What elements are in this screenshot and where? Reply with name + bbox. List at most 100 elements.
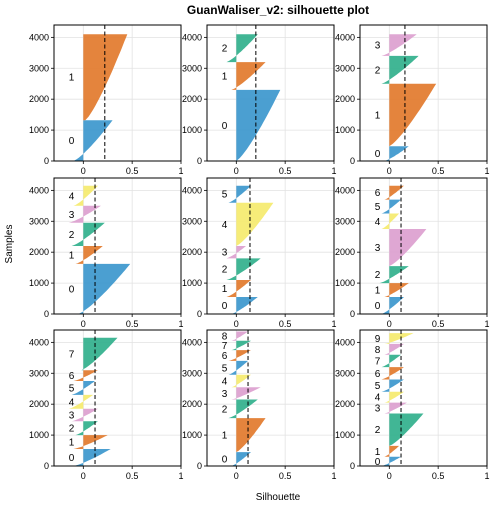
cluster-6-band [228, 350, 251, 361]
cluster-3-label: 3 [375, 243, 381, 254]
cluster-1-band [236, 418, 266, 453]
cluster-0-band [73, 449, 111, 466]
cluster-4-label: 4 [222, 220, 228, 231]
cluster-5-label: 5 [222, 190, 228, 201]
y-axis-label: Samples [4, 225, 15, 264]
cluster-0-label: 0 [69, 453, 75, 464]
cluster-3-label: 3 [375, 41, 381, 52]
cluster-1-label: 1 [375, 110, 381, 121]
cluster-0-band [381, 297, 404, 314]
y-tick-label: 3000 [182, 63, 202, 73]
y-tick-label: 3000 [182, 216, 202, 226]
cluster-0-band [236, 89, 281, 161]
cluster-3-label: 3 [69, 210, 75, 221]
x-tick-label: 1 [178, 166, 183, 176]
y-tick-label: 4000 [182, 185, 202, 195]
cluster-8-band [231, 331, 248, 341]
cluster-0-label: 0 [222, 455, 228, 466]
cluster-3-band [226, 246, 247, 259]
y-tick-label: 0 [350, 309, 355, 319]
axes-frame [206, 329, 335, 467]
cluster-1-band [384, 445, 400, 457]
cluster-0-label: 0 [375, 301, 381, 312]
cluster-6-band [384, 185, 404, 200]
x-tick-label: 0.5 [432, 166, 445, 176]
axes-frame [53, 24, 182, 162]
y-tick-label: 2000 [29, 399, 49, 409]
subplot-3: 0 1 2 3 0 0.5 1 0 1000 2000 3000 4000 [335, 24, 490, 176]
cluster-4-label: 4 [222, 377, 228, 388]
cluster-7-band [231, 340, 251, 351]
subplot-1: 0 1 0 0.5 1 0 1000 2000 3000 4000 [29, 24, 184, 176]
y-tick-label: 4000 [335, 185, 355, 195]
x-tick-label: 0.5 [126, 319, 139, 329]
cluster-2-band [75, 421, 98, 436]
cluster-0-label: 0 [69, 284, 75, 295]
cluster-1-band [231, 62, 266, 90]
cluster-0-band [231, 297, 258, 314]
x-tick-label: 0 [387, 319, 392, 329]
x-tick-label: 1 [331, 471, 336, 481]
cluster-3-band [389, 229, 427, 267]
cluster-1-label: 1 [69, 438, 75, 449]
y-tick-label: 4000 [29, 185, 49, 195]
cluster-8-band [384, 343, 404, 355]
y-tick-label: 3000 [29, 63, 49, 73]
x-tick-label: 1 [484, 319, 489, 329]
y-tick-label: 2000 [182, 94, 202, 104]
cluster-4-band [384, 391, 404, 403]
x-tick-label: 0.5 [126, 471, 139, 481]
cluster-0-label: 0 [375, 457, 381, 468]
cluster-3-label: 3 [69, 411, 75, 422]
cluster-7-label: 7 [69, 349, 75, 360]
y-tick-label: 0 [197, 461, 202, 471]
subplot-6: 0 1 2 3 4 5 6 0 0.5 1 0 1000 2000 3000 4000 [335, 177, 490, 329]
cluster-4-label: 4 [69, 191, 75, 202]
y-tick-label: 0 [197, 309, 202, 319]
x-tick-label: 1 [484, 471, 489, 481]
x-tick-label: 0 [234, 471, 239, 481]
cluster-8-label: 8 [222, 332, 228, 343]
y-tick-label: 1000 [29, 278, 49, 288]
x-tick-label: 1 [331, 166, 336, 176]
y-tick-label: 1000 [335, 125, 355, 135]
subplot-2: 0 1 2 0 0.5 1 0 1000 2000 3000 4000 [182, 24, 337, 176]
cluster-7-band [381, 354, 401, 368]
y-tick-label: 4000 [29, 32, 49, 42]
x-tick-label: 0 [387, 166, 392, 176]
cluster-1-label: 1 [222, 72, 228, 83]
cluster-1-band [75, 246, 103, 264]
y-tick-label: 4000 [335, 337, 355, 347]
cluster-6-label: 6 [222, 351, 228, 362]
cluster-2-band [228, 399, 258, 419]
cluster-6-band [381, 367, 404, 380]
cluster-0-label: 0 [69, 136, 75, 147]
cluster-6-label: 6 [69, 371, 75, 382]
cluster-5-label: 5 [222, 363, 228, 374]
y-tick-label: 2000 [335, 247, 355, 257]
x-tick-label: 0.5 [432, 471, 445, 481]
cluster-4-label: 4 [375, 393, 381, 404]
cluster-2-label: 2 [222, 265, 228, 276]
x-tick-label: 0.5 [279, 319, 292, 329]
y-tick-label: 3000 [182, 368, 202, 378]
cluster-0-band [78, 263, 131, 314]
y-tick-label: 2000 [182, 399, 202, 409]
cluster-5-label: 5 [375, 381, 381, 392]
cluster-2-label: 2 [69, 230, 75, 241]
x-tick-label: 1 [178, 319, 183, 329]
cluster-5-label: 5 [69, 383, 75, 394]
y-tick-label: 0 [350, 461, 355, 471]
axes-frame [359, 177, 488, 315]
cluster-1-label: 1 [69, 250, 75, 261]
x-tick-label: 0.5 [432, 319, 445, 329]
y-tick-label: 3000 [29, 216, 49, 226]
cluster-4-band [381, 213, 400, 229]
y-tick-label: 1000 [335, 430, 355, 440]
subplot-7: 0 1 2 3 4 56 7 0 0.5 1 0 1000 2000 3000 4000 [29, 329, 184, 481]
cluster-1-label: 1 [69, 73, 75, 84]
cluster-5-band [71, 381, 95, 395]
x-tick-label: 0 [81, 319, 86, 329]
cluster-1-label: 1 [375, 286, 381, 297]
